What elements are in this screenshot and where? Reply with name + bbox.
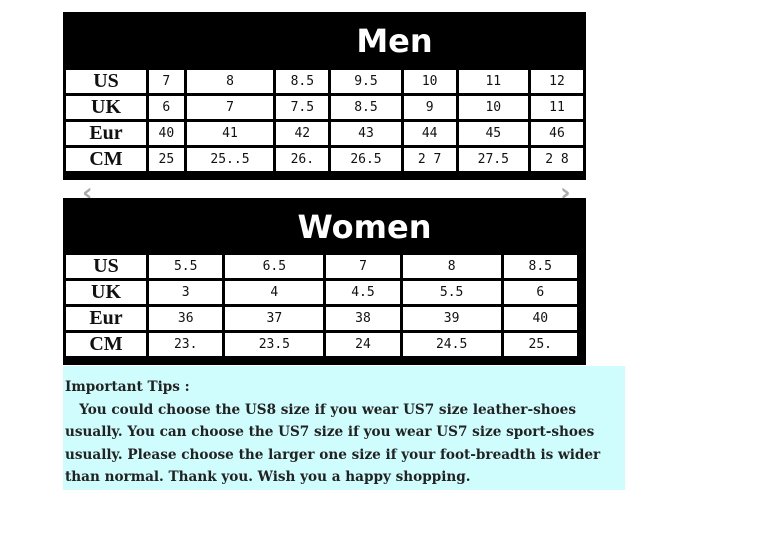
size-system-label: CM (66, 333, 146, 356)
size-cell: 26.5 (331, 148, 401, 171)
size-cell: 7.5 (276, 96, 329, 119)
size-cell: 46 (530, 122, 583, 145)
size-system-label: US (66, 255, 146, 278)
chevron-right-icon[interactable]: › (560, 178, 571, 208)
size-cell: 5.5 (402, 281, 501, 304)
size-cell: 5.5 (149, 255, 223, 278)
chevron-left-icon[interactable]: ‹ (82, 178, 93, 208)
size-cell: 4.5 (326, 281, 400, 304)
size-row: US 7 8 8.5 9.5 10 11 12 (66, 70, 583, 93)
size-row: CM 25 25..5 26. 26.5 2 7 27.5 2 8 (66, 148, 583, 171)
size-cell: 42 (276, 122, 329, 145)
size-cell: 9.5 (331, 70, 401, 93)
size-row: Eur 36 37 38 39 40 (66, 307, 583, 330)
size-cell: 7 (149, 70, 184, 93)
size-row: CM 23. 23.5 24 24.5 25. (66, 333, 583, 356)
men-title: Men (356, 22, 433, 60)
size-cell: 9 (403, 96, 456, 119)
size-cell: 24.5 (402, 333, 501, 356)
size-cell: 44 (403, 122, 456, 145)
size-cell: 10 (458, 96, 528, 119)
size-cell: 6 (503, 281, 577, 304)
size-cell: 24 (326, 333, 400, 356)
size-cell: 4 (225, 281, 324, 304)
size-cell: 40 (149, 122, 184, 145)
size-cell: 7 (186, 96, 274, 119)
size-cell: 41 (186, 122, 274, 145)
size-system-label: Eur (66, 307, 146, 330)
size-cell: 25..5 (186, 148, 274, 171)
size-cell: 2 8 (530, 148, 583, 171)
size-cell: 8.5 (503, 255, 577, 278)
size-cell: 2 7 (403, 148, 456, 171)
size-cell: 40 (503, 307, 577, 330)
size-cell: 8 (186, 70, 274, 93)
size-row: UK 3 4 4.5 5.5 6 (66, 281, 583, 304)
size-cell: 37 (225, 307, 324, 330)
men-size-table: US 7 8 8.5 9.5 10 11 12 UK 6 7 7.5 8.5 9 10 11 Eur 40 41 42… (63, 67, 586, 174)
size-cell: 23.5 (225, 333, 324, 356)
important-tips: Important Tips : You could choose the US… (63, 366, 625, 490)
tips-line: usually. Please choose the larger one si… (65, 446, 601, 463)
women-size-chart: Women US 5.5 6.5 7 8 8.5 UK 3 4 4.5 5.5 6 Eur 36 37 38 3… (63, 198, 586, 365)
women-title: Women (297, 207, 432, 246)
size-system-label: UK (66, 281, 146, 304)
size-cell: 6.5 (225, 255, 324, 278)
size-cell: 26. (276, 148, 329, 171)
men-size-chart: Men US 7 8 8.5 9.5 10 11 12 UK 6 7 7.5 8.5 9 10 11 Eur 40… (63, 12, 586, 180)
size-cell: 11 (530, 96, 583, 119)
size-system-label: Eur (66, 122, 146, 145)
size-cell: 43 (331, 122, 401, 145)
size-cell: 10 (403, 70, 456, 93)
size-cell: 12 (530, 70, 583, 93)
size-cell: 25. (503, 333, 577, 356)
size-row: UK 6 7 7.5 8.5 9 10 11 (66, 96, 583, 119)
size-system-label: CM (66, 148, 146, 171)
size-cell: 7 (326, 255, 400, 278)
size-cell: 8 (402, 255, 501, 278)
size-cell: 45 (458, 122, 528, 145)
size-cell: 36 (149, 307, 223, 330)
tips-line: You could choose the US8 size if you wea… (65, 401, 576, 418)
tips-heading: Important Tips : (65, 379, 190, 395)
size-cell: 39 (402, 307, 501, 330)
size-system-label: UK (66, 96, 146, 119)
women-size-table: US 5.5 6.5 7 8 8.5 UK 3 4 4.5 5.5 6 Eur 36 37 38 39 40 CM 2… (63, 252, 586, 359)
tips-line: than normal. Thank you. Wish you a happy… (65, 469, 471, 485)
tips-line: usually. You can choose the US7 size if … (65, 424, 595, 440)
size-cell: 38 (326, 307, 400, 330)
size-cell: 27.5 (458, 148, 528, 171)
size-row: Eur 40 41 42 43 44 45 46 (66, 122, 583, 145)
size-cell: 8.5 (331, 96, 401, 119)
size-cell: 25 (149, 148, 184, 171)
size-row: US 5.5 6.5 7 8 8.5 (66, 255, 583, 278)
size-cell: 11 (458, 70, 528, 93)
size-cell: 23. (149, 333, 223, 356)
size-cell: 3 (149, 281, 223, 304)
size-cell: 6 (149, 96, 184, 119)
size-cell: 8.5 (276, 70, 329, 93)
size-system-label: US (66, 70, 146, 93)
